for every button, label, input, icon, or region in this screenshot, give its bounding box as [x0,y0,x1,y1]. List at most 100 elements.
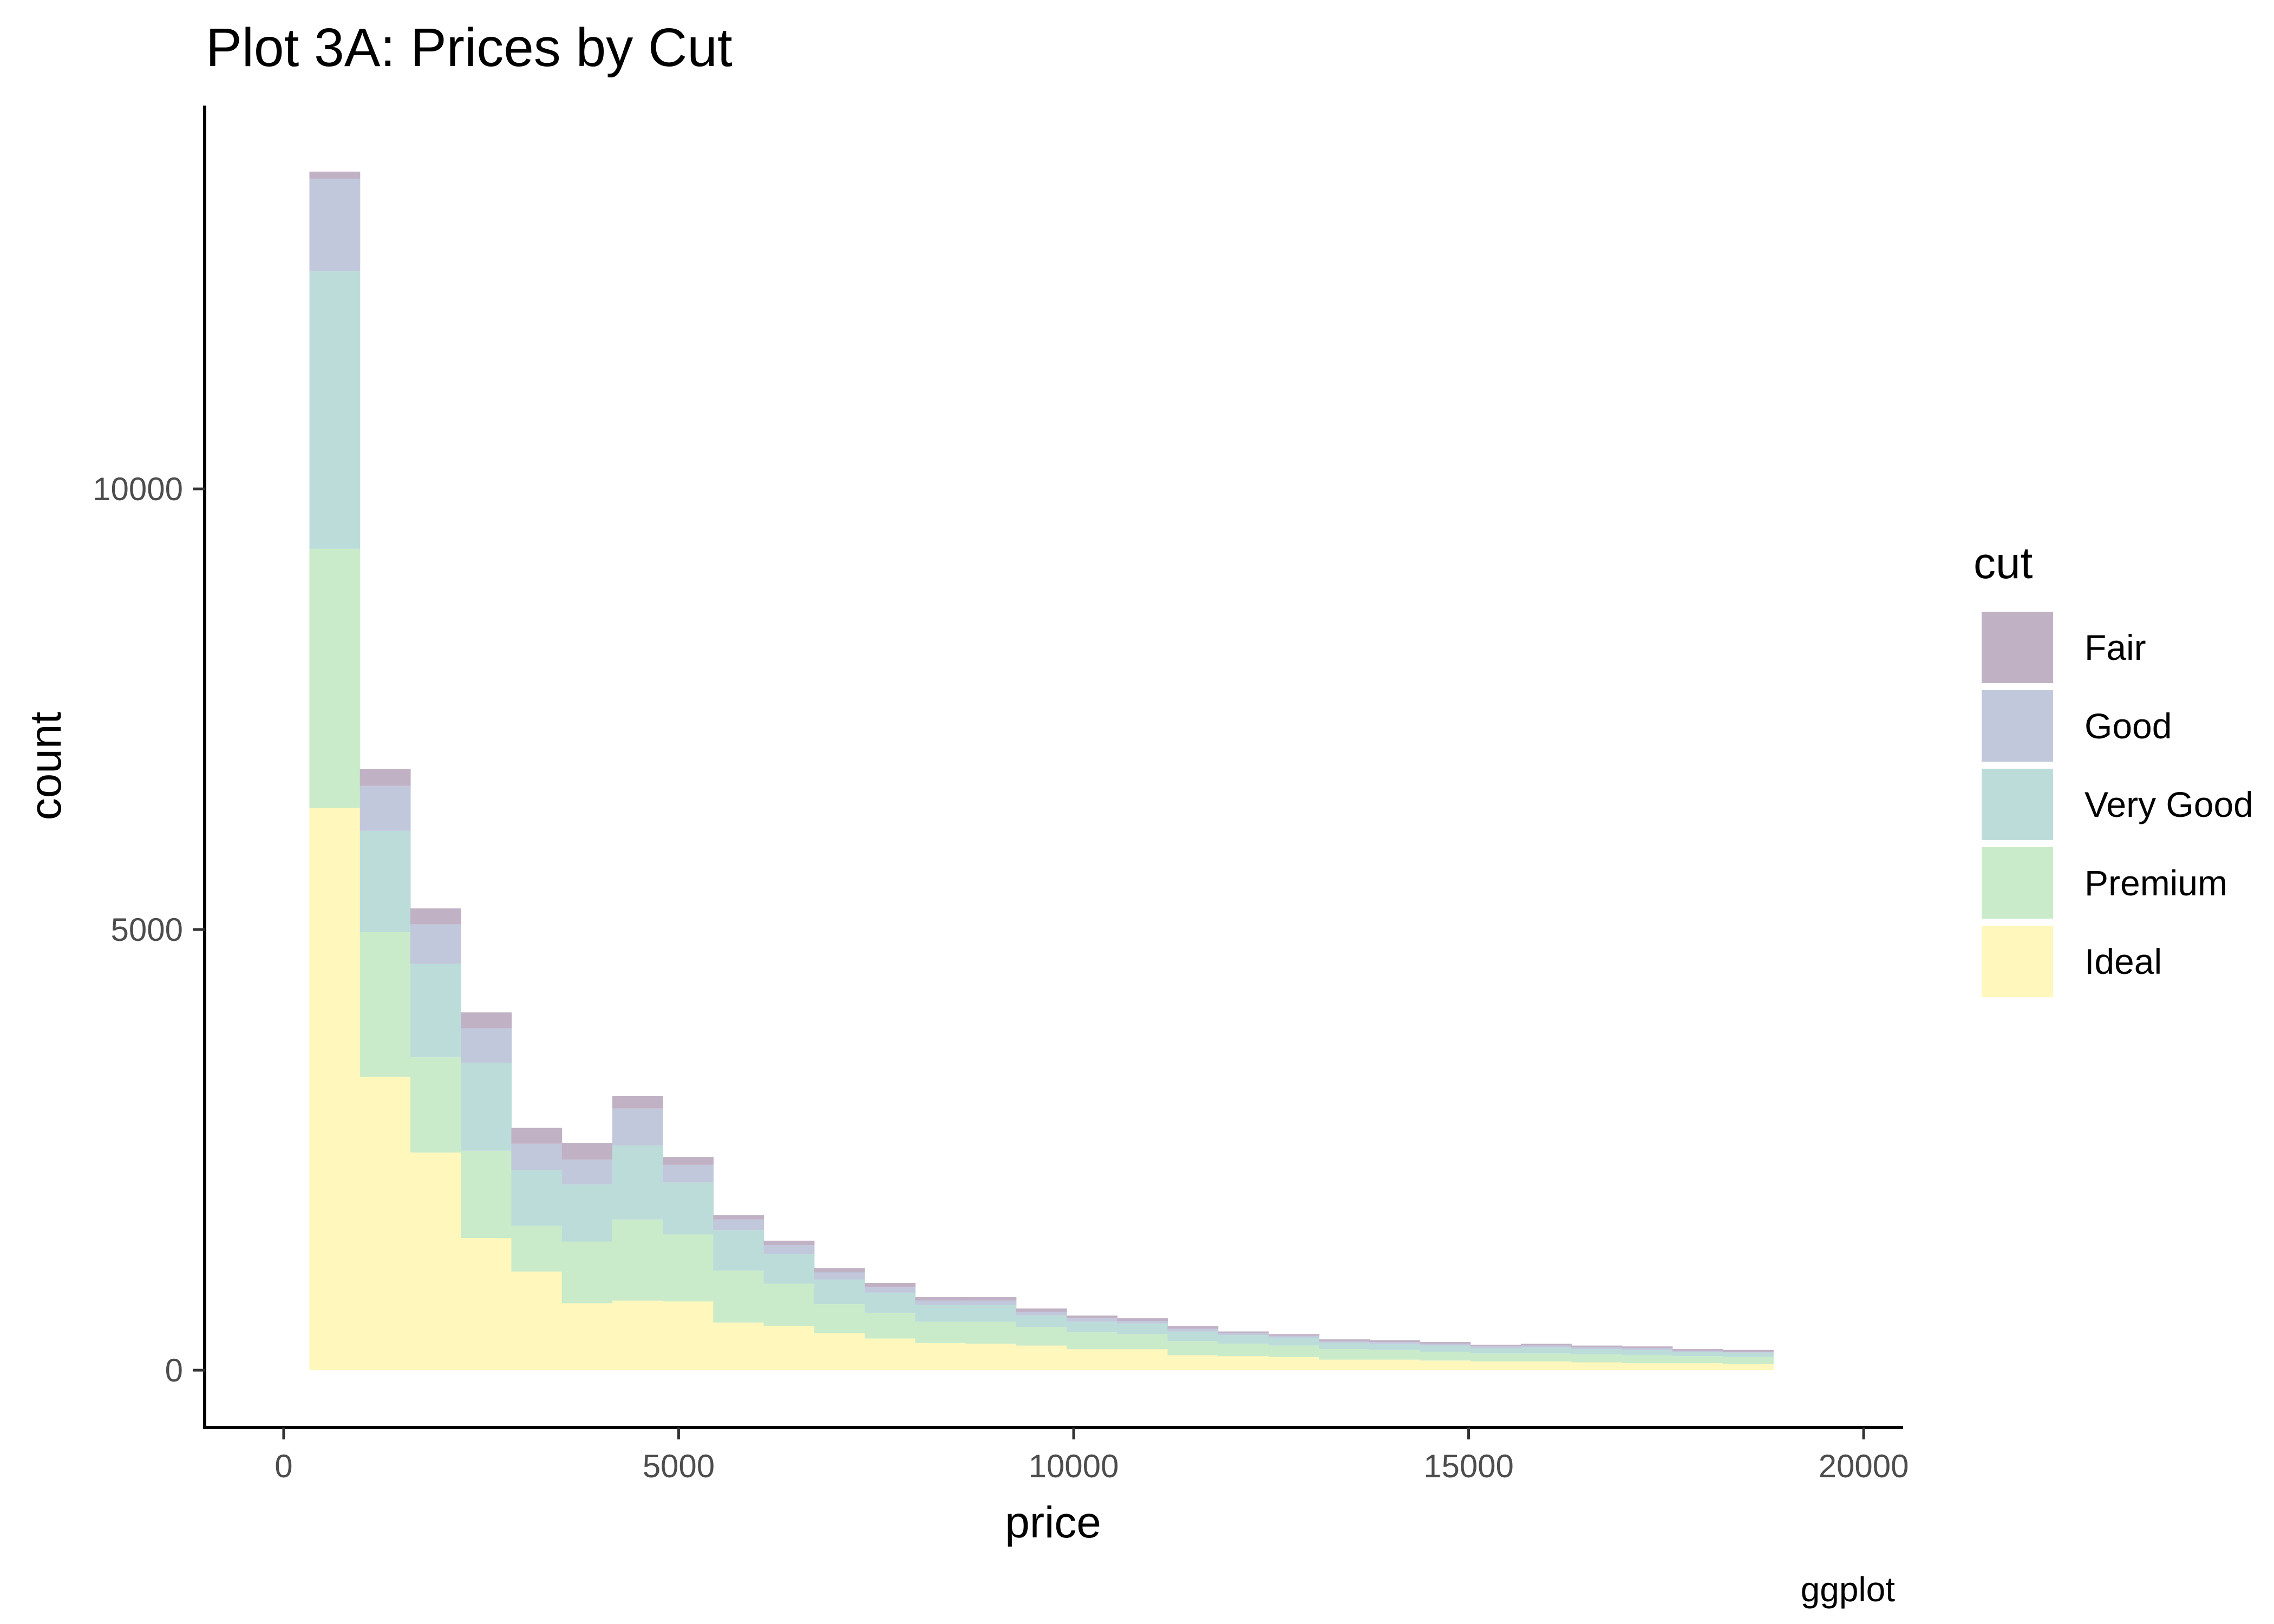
bar-ideal-bin-7 [612,1300,663,1371]
bar-premium-bin-20 [1268,1345,1319,1357]
y-axis-title: count [21,711,70,820]
bar-fair-bin-7 [612,1096,663,1109]
bar-fair-bin-1 [309,172,361,179]
bar-good-bin-28 [1672,1351,1723,1352]
bar-very-good-bin-21 [1319,1343,1370,1350]
bar-ideal-bin-21 [1319,1359,1370,1371]
bar-ideal-bin-14 [965,1344,1017,1371]
bar-good-bin-23 [1420,1344,1471,1346]
bar-very-good-bin-1 [309,271,361,549]
bar-ideal-bin-20 [1268,1357,1319,1371]
bar-fair-bin-26 [1571,1345,1623,1347]
bar-ideal-bin-6 [561,1303,613,1371]
bar-ideal-bin-26 [1571,1362,1623,1371]
bar-premium-bin-17 [1117,1334,1168,1350]
bar-ideal-bin-19 [1218,1356,1269,1371]
bar-premium-bin-3 [410,1057,461,1153]
bar-ideal-bin-28 [1672,1363,1723,1371]
bar-very-good-bin-13 [915,1305,966,1322]
bar-premium-bin-11 [814,1304,865,1333]
legend-title: cut [1974,539,2033,588]
bar-very-good-bin-23 [1420,1345,1471,1352]
bar-fair-bin-24 [1470,1344,1521,1347]
bar-premium-bin-25 [1521,1353,1572,1361]
bar-good-bin-29 [1723,1351,1774,1353]
bar-very-good-bin-20 [1268,1337,1319,1346]
bar-very-good-bin-2 [360,830,411,933]
legend-key-fair [1982,612,2053,683]
bar-very-good-bin-24 [1470,1348,1521,1354]
x-tick-label: 0 [275,1448,292,1484]
bar-ideal-bin-9 [713,1322,764,1371]
bar-premium-bin-29 [1723,1357,1774,1364]
bar-fair-bin-21 [1319,1339,1370,1341]
bar-ideal-bin-10 [763,1326,815,1371]
bar-very-good-bin-22 [1369,1344,1421,1350]
bar-premium-bin-18 [1167,1341,1219,1355]
legend-key-ideal [1982,926,2053,997]
bar-very-good-bin-26 [1571,1349,1623,1354]
bar-ideal-bin-23 [1420,1360,1471,1371]
bar-good-bin-9 [713,1219,764,1230]
bar-fair-bin-6 [561,1143,613,1160]
bar-very-good-bin-16 [1066,1321,1118,1333]
bar-good-bin-22 [1369,1342,1421,1344]
bar-fair-bin-3 [410,908,461,925]
bar-very-good-bin-15 [1016,1315,1067,1327]
bar-premium-bin-27 [1622,1355,1673,1364]
x-tick-label: 5000 [643,1448,715,1484]
bar-premium-bin-28 [1672,1356,1723,1364]
y-tick-label: 10000 [93,471,183,507]
bar-ideal-bin-4 [461,1237,512,1371]
bar-premium-bin-2 [360,932,411,1077]
bar-good-bin-6 [561,1160,613,1184]
chart-title: Plot 3A: Prices by Cut [206,17,733,78]
bar-very-good-bin-19 [1218,1335,1269,1344]
bar-fair-bin-13 [915,1297,966,1301]
bar-ideal-bin-13 [915,1343,966,1371]
bar-fair-bin-2 [360,769,411,786]
bar-fair-bin-19 [1218,1331,1269,1333]
legend-key-very-good [1982,769,2053,840]
bar-fair-bin-8 [663,1157,714,1165]
legend-key-good [1982,690,2053,762]
x-tick-label: 20000 [1819,1448,1909,1484]
bar-very-good-bin-11 [814,1279,865,1305]
bar-fair-bin-16 [1066,1315,1118,1319]
bar-very-good-bin-18 [1167,1331,1219,1341]
bar-good-bin-11 [814,1272,865,1280]
bar-premium-bin-10 [763,1284,815,1326]
bar-very-good-bin-12 [865,1292,916,1313]
legend-items: Fair Good Very Good Premium Ideal [1982,612,2253,997]
bar-good-bin-1 [309,179,361,272]
bar-good-bin-2 [360,785,411,831]
bar-very-good-bin-5 [511,1170,563,1226]
legend: cut Fair Good Very Good Premium Ideal [1974,539,2253,997]
bar-good-bin-13 [915,1300,966,1305]
bar-fair-bin-18 [1167,1326,1219,1329]
bar-premium-bin-12 [865,1313,916,1339]
bar-premium-bin-15 [1016,1327,1067,1346]
bar-very-good-bin-3 [410,964,461,1058]
bar-ideal-bin-1 [309,808,361,1371]
bar-very-good-bin-8 [663,1182,714,1235]
bar-ideal-bin-12 [865,1338,916,1371]
bar-good-bin-14 [965,1300,1017,1305]
bar-ideal-bin-18 [1167,1355,1219,1371]
bar-premium-bin-7 [612,1219,663,1301]
bar-ideal-bin-3 [410,1152,461,1371]
bar-good-bin-26 [1571,1347,1623,1350]
bar-good-bin-27 [1622,1348,1673,1350]
bar-fair-bin-22 [1369,1340,1421,1343]
legend-label-good: Good [2084,706,2172,746]
legend-label-premium: Premium [2084,863,2227,903]
bar-fair-bin-5 [511,1128,563,1144]
legend-label-ideal: Ideal [2084,941,2162,981]
bar-premium-bin-6 [561,1241,613,1304]
bar-fair-bin-28 [1672,1349,1723,1351]
legend-key-premium [1982,847,2053,919]
bar-fair-bin-20 [1268,1334,1319,1336]
bar-premium-bin-4 [461,1150,512,1238]
y-axis-ticks: 0 5000 10000 [93,471,205,1389]
